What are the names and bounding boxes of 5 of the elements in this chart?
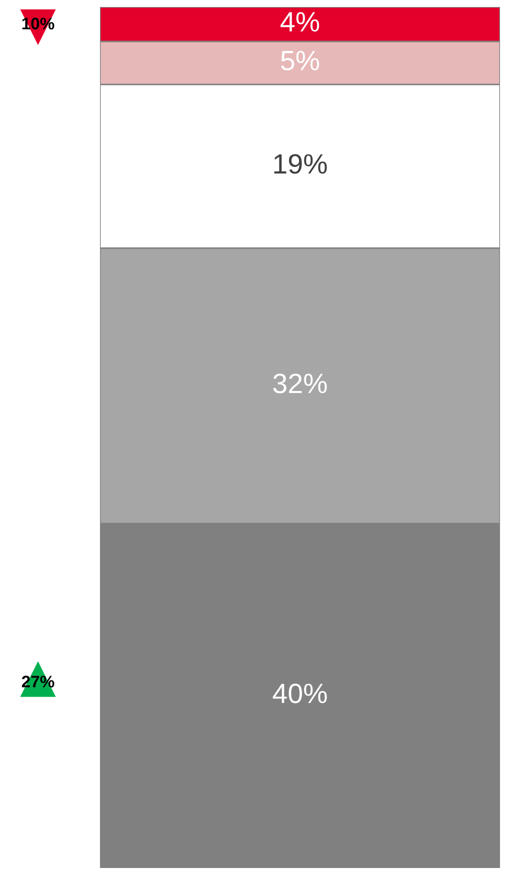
data-label: 5% bbox=[281, 50, 320, 70]
data-label: 32% bbox=[273, 374, 327, 394]
data-label: 40% bbox=[272, 684, 327, 704]
data-label: 19% bbox=[274, 154, 327, 174]
data-label: 4% bbox=[280, 12, 320, 32]
